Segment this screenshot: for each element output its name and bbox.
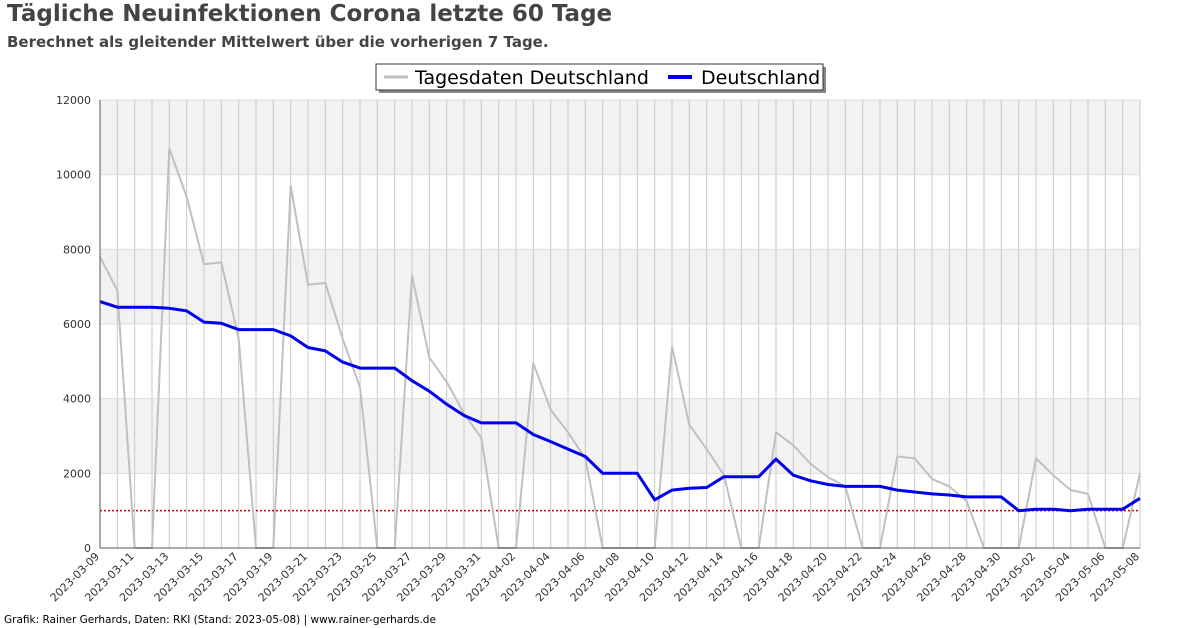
x-tick-labels: 2023-03-092023-03-112023-03-132023-03-15…	[48, 550, 1142, 604]
y-tick-label: 8000	[63, 243, 91, 256]
legend: Tagesdaten Deutschland Deutschland	[375, 63, 826, 93]
source-credit: Grafik: Rainer Gerhards, Daten: RKI (Sta…	[4, 614, 436, 626]
y-tick-label: 4000	[63, 393, 91, 406]
y-tick-label: 12000	[56, 94, 91, 107]
chart-title: Tägliche Neuinfektionen Corona letzte 60…	[7, 1, 613, 27]
series-line-deutschland	[99, 300, 1141, 513]
y-tick-labels: 0 2000 4000 6000 8000 10000 12000	[56, 94, 91, 555]
legend-label-deutschland: Deutschland	[701, 67, 820, 89]
legend-label-tagesdaten-deutschland: Tagesdaten Deutschland	[414, 67, 649, 89]
y-tick-label: 6000	[63, 318, 91, 331]
legend-box	[375, 63, 824, 91]
axes	[99, 100, 1140, 549]
y-tick-label: 10000	[56, 169, 91, 182]
horizontal-gridlines	[100, 99, 1140, 549]
chart-subtitle: Berechnet als gleitender Mittelwert über…	[7, 33, 549, 51]
y-tick-label: 0	[84, 542, 91, 555]
y-tick-label: 2000	[63, 467, 91, 480]
